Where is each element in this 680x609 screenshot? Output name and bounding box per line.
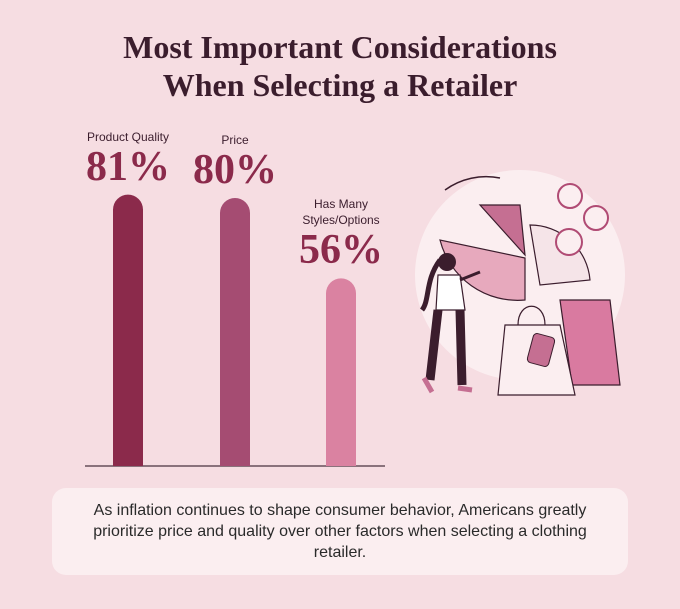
illustration — [415, 170, 625, 396]
bar-label: Product Quality 81% — [63, 129, 193, 189]
bar — [113, 194, 143, 466]
bar-label: Price 80% — [170, 132, 300, 192]
caption: As inflation continues to shape consumer… — [93, 502, 587, 561]
value-label: 80% — [193, 147, 277, 193]
chart-title: Most Important Considerations When Selec… — [123, 29, 557, 103]
bar — [326, 278, 356, 466]
category-label: Price — [221, 133, 249, 147]
category-label: Has Many Styles/Options — [302, 197, 380, 228]
value-label: 56% — [299, 227, 383, 274]
bar-label: Has Many Styles/Options 56% — [276, 196, 406, 272]
value-label: 81% — [86, 143, 170, 190]
bar — [220, 198, 250, 466]
caption-box: As inflation continues to shape consumer… — [52, 488, 628, 575]
category-label: Product Quality — [86, 129, 170, 144]
